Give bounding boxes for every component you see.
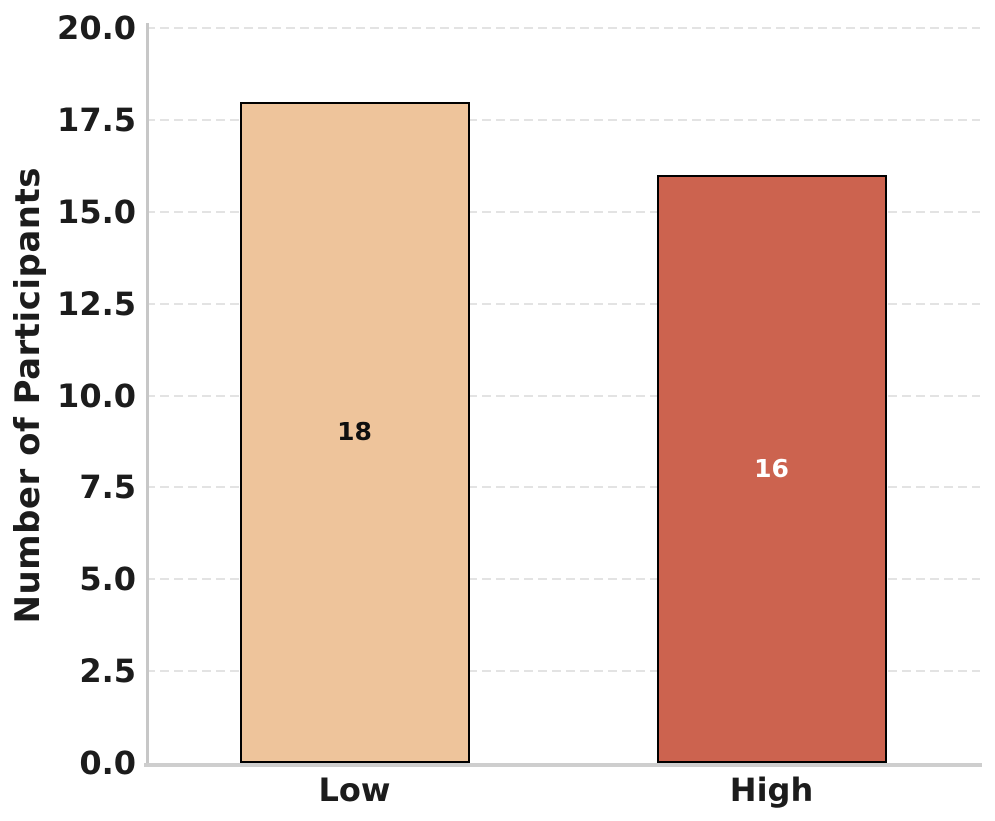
bar-value-label-low: 18 [337,417,372,447]
bar-value-label-high: 16 [754,453,789,483]
x-axis-line [144,763,982,767]
y-tick-label-17.5: 17.5 [57,100,136,139]
gridline-2.5 [146,670,980,673]
y-tick-label-15.0: 15.0 [57,192,136,231]
gridline-5.0 [146,578,980,581]
y-tick-label-12.5: 12.5 [57,284,136,323]
gridline-15.0 [146,210,980,213]
bar-low: 18 [239,101,470,763]
y-tick-label-20.0: 20.0 [57,9,136,47]
gridline-10.0 [146,394,980,397]
gridline-7.5 [146,486,980,489]
x-tick-label-low: Low [318,771,391,809]
y-axis-line [146,23,149,763]
x-tick-label-high: High [729,771,814,809]
y-tick-label-2.5: 2.5 [79,652,136,691]
y-tick-label-0.0: 0.0 [79,744,136,782]
y-tick-label-10.0: 10.0 [57,376,136,415]
gridline-12.5 [146,302,980,305]
gridline-20.0 [146,27,980,29]
plot-area: 18 16 [144,23,982,767]
y-tick-label-7.5: 7.5 [79,468,136,507]
bar-high: 16 [656,175,887,763]
gridline-17.5 [146,118,980,121]
y-tick-label-5.0: 5.0 [79,560,136,599]
